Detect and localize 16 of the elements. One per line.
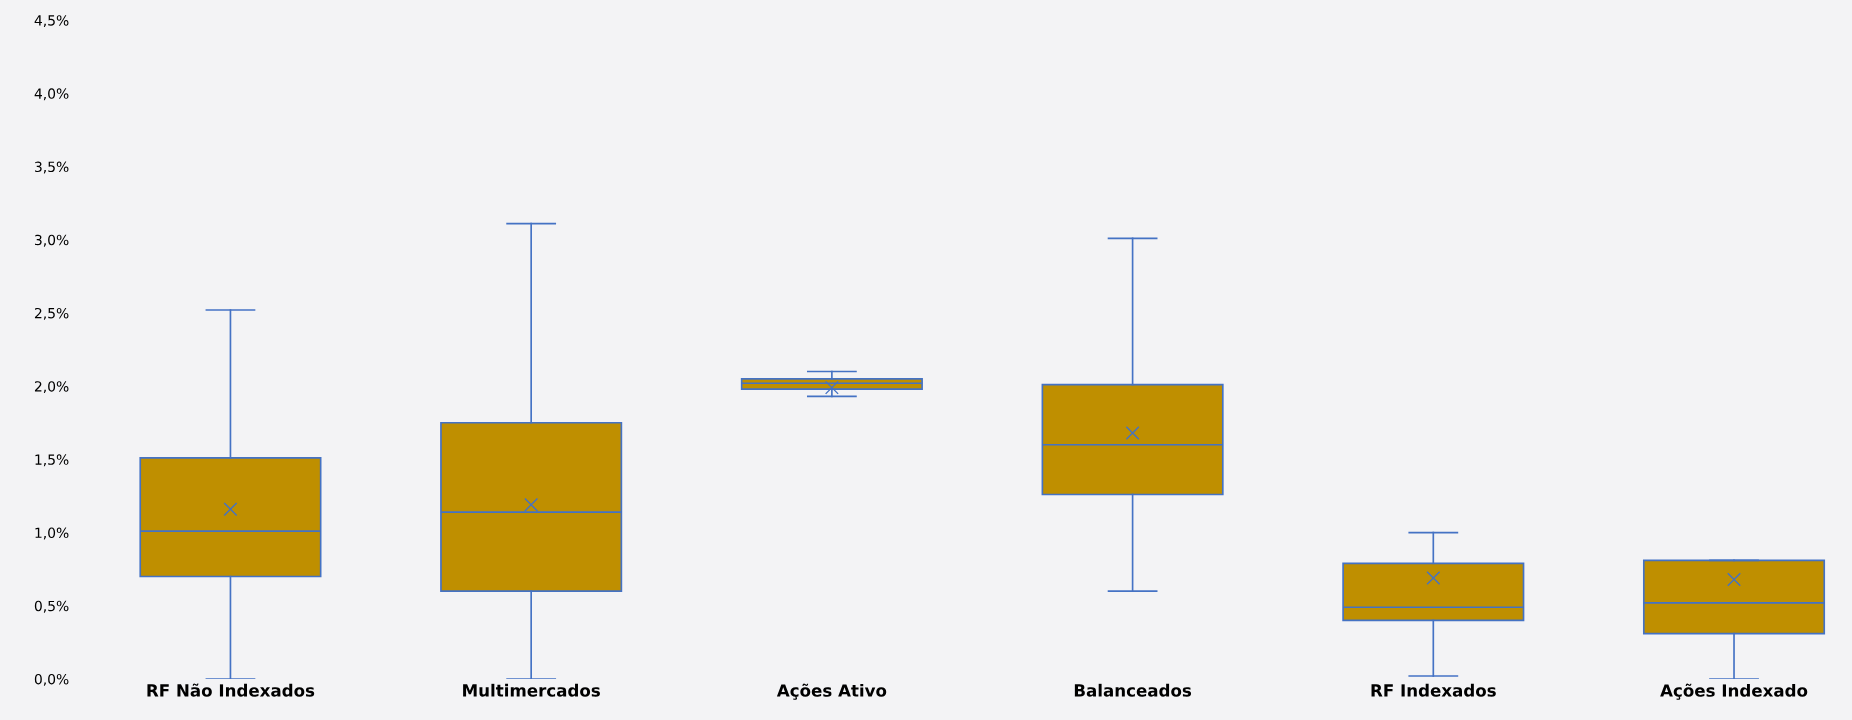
y-tick-label: 2,0% <box>34 381 69 394</box>
y-tick-label: 0,5% <box>34 600 69 613</box>
y-tick-label: 1,0% <box>35 527 69 540</box>
x-tick-label: RF Não Indexados <box>147 683 315 697</box>
y-tick-label: 4,0% <box>34 88 69 101</box>
x-tick-label: Multimercados <box>463 683 600 697</box>
x-tick-label: Balanceados <box>1074 683 1192 697</box>
x-tick-label: RF Indexados <box>1371 683 1496 697</box>
y-tick-label: 0,0% <box>34 673 69 686</box>
y-tick-label: 3,5% <box>34 161 69 174</box>
x-tick-label: Ações Indexado <box>1660 683 1808 700</box>
x-tick-label: Ações Ativo <box>776 683 887 700</box>
y-tick-label: 1,5% <box>35 454 69 467</box>
y-tick-label: 2,5% <box>34 307 69 320</box>
y-tick-label: 4,5% <box>34 15 69 28</box>
y-tick-label: 3,0% <box>34 234 69 247</box>
